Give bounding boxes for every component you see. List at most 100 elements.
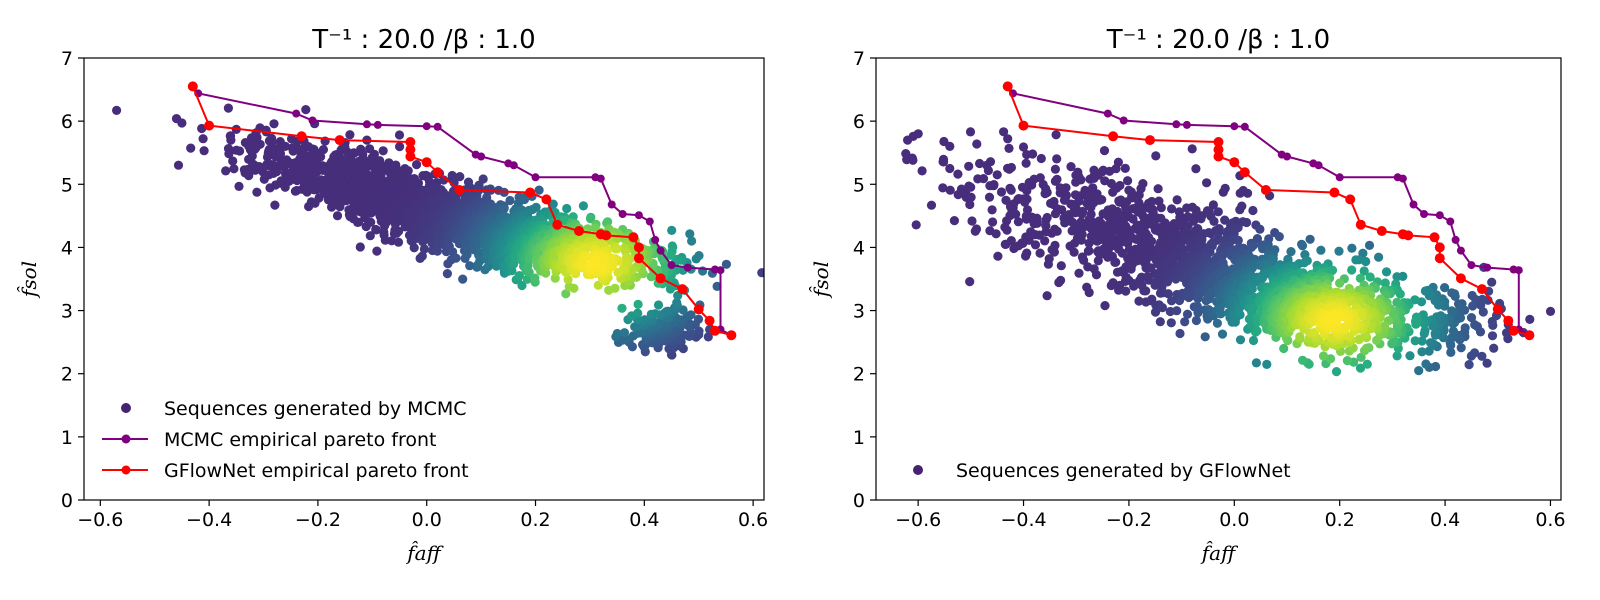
- scatter-point: [992, 170, 1002, 180]
- pareto-point: [1345, 194, 1356, 205]
- scatter-point: [458, 274, 468, 284]
- x-tick-label: 0.2: [520, 509, 550, 531]
- pareto-point: [373, 120, 382, 129]
- scatter-point: [1156, 203, 1166, 213]
- scatter-point: [598, 253, 608, 263]
- scatter-point: [316, 152, 326, 162]
- scatter-point: [757, 268, 764, 278]
- scatter-point: [1487, 277, 1497, 287]
- scatter-point: [1420, 326, 1430, 336]
- scatter-point: [1166, 318, 1176, 328]
- pareto-point: [1145, 135, 1155, 146]
- scatter-point: [451, 253, 461, 263]
- scatter-point: [967, 216, 977, 226]
- scatter-point: [355, 242, 365, 252]
- scatter-point: [1193, 308, 1203, 318]
- x-axis-label: f̂aff: [1200, 541, 1239, 565]
- scatter-point: [926, 200, 937, 210]
- scatter-point: [1331, 314, 1341, 324]
- scatter-point: [666, 250, 676, 260]
- scatter-point: [917, 166, 927, 176]
- scatter-point: [1099, 146, 1110, 156]
- pareto-point: [726, 330, 737, 341]
- scatter-point: [177, 118, 187, 128]
- scatter-point: [370, 164, 380, 174]
- scatter-point: [275, 148, 286, 159]
- scatter-point: [1049, 247, 1059, 257]
- scatter-point: [255, 139, 265, 149]
- legend-label: GFlowNet empirical pareto front: [164, 460, 469, 482]
- scatter-point: [1175, 328, 1185, 339]
- scatter-point: [1430, 329, 1440, 339]
- scatter-point: [228, 156, 238, 166]
- pareto-point: [1240, 122, 1249, 131]
- y-tick-label: 6: [853, 111, 865, 133]
- scatter-point: [1482, 358, 1492, 368]
- scatter-point: [1134, 190, 1144, 200]
- scatter-point: [1091, 270, 1102, 280]
- scatter-point: [393, 237, 404, 247]
- pareto-point: [405, 137, 416, 147]
- scatter-point: [1100, 301, 1110, 311]
- scatter-point: [1163, 289, 1173, 299]
- scatter-point: [1066, 162, 1076, 172]
- pareto-point: [710, 325, 720, 336]
- pareto-point: [1429, 232, 1440, 243]
- scatter-point: [1200, 332, 1210, 342]
- scatter-point: [1018, 142, 1029, 152]
- scatter-point: [1050, 164, 1060, 174]
- y-tick-label: 2: [853, 364, 865, 386]
- scatter-point: [1316, 245, 1326, 255]
- scatter-point: [417, 251, 427, 261]
- scatter-point: [1011, 209, 1021, 219]
- scatter-point: [1405, 351, 1415, 361]
- scatter-point: [517, 280, 527, 291]
- scatter-point: [908, 155, 918, 165]
- scatter-point: [1084, 238, 1094, 248]
- pareto-point: [1119, 116, 1128, 125]
- scatter-point: [633, 308, 643, 318]
- y-tick-label: 5: [853, 174, 865, 196]
- pareto-point: [1524, 330, 1535, 341]
- scatter-point: [1220, 215, 1230, 225]
- scatter-point: [1052, 226, 1062, 236]
- scatter-point: [412, 160, 422, 170]
- scatter-point: [911, 220, 921, 230]
- scatter-point: [1297, 241, 1308, 251]
- pareto-point: [1420, 210, 1428, 218]
- scatter-point: [1176, 221, 1186, 231]
- scatter-point: [1050, 176, 1060, 186]
- scatter-point: [1157, 303, 1167, 313]
- scatter-point: [223, 103, 233, 113]
- legend: Sequences generated by GFlowNet: [913, 460, 1291, 482]
- scatter-point: [1421, 359, 1431, 369]
- scatter-point: [1013, 217, 1024, 227]
- scatter-point: [1043, 259, 1053, 269]
- scatter-point: [991, 229, 1001, 239]
- scatter-point: [667, 225, 677, 235]
- scatter-point: [1020, 197, 1030, 207]
- scatter-point: [646, 272, 656, 282]
- scatter-point: [1447, 288, 1457, 298]
- scatter-point: [1235, 205, 1245, 215]
- scatter-point: [703, 332, 713, 342]
- scatter-point: [1151, 151, 1161, 161]
- scatter-point: [983, 165, 994, 176]
- pareto-point: [618, 210, 627, 218]
- scatter-point: [1299, 258, 1309, 268]
- x-tick-label: 0.0: [1219, 509, 1249, 531]
- scatter-point: [1042, 187, 1052, 198]
- scatter-point: [1141, 286, 1151, 296]
- scatter-point: [1196, 214, 1206, 224]
- scatter-point: [1420, 286, 1430, 296]
- x-tick-label: 0.2: [1325, 509, 1355, 531]
- scatter-point: [949, 216, 960, 226]
- pareto-point: [1434, 242, 1445, 253]
- pareto-point: [334, 135, 345, 146]
- scatter-point: [1410, 316, 1421, 326]
- scatter-point: [1279, 343, 1289, 354]
- scatter-point: [366, 217, 376, 227]
- scatter-point: [1006, 162, 1017, 173]
- pareto-point: [574, 226, 584, 236]
- scatter-point: [1120, 163, 1130, 173]
